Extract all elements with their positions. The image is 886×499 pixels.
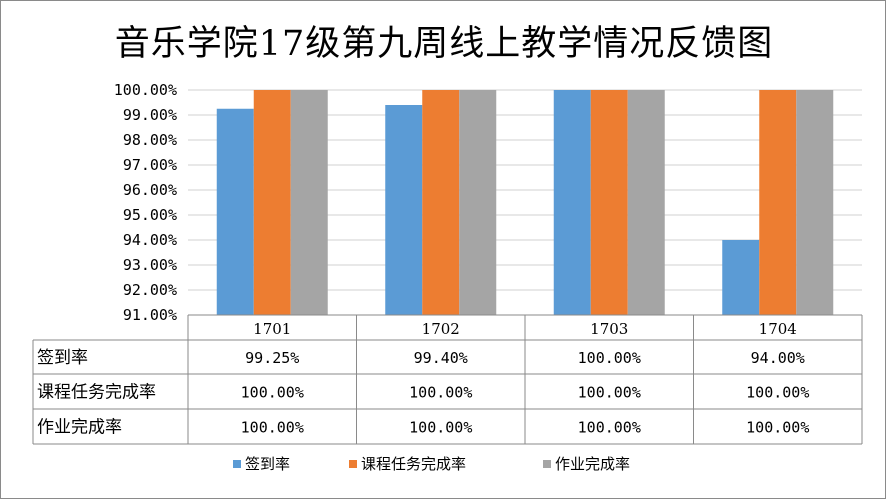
legend-label: 课程任务完成率 [361,455,466,473]
bar-1-1 [422,90,460,315]
table-cell-value: 100.00% [578,384,641,402]
table-cell-value: 94.00% [751,349,805,367]
legend-label: 签到率 [245,455,290,473]
bar-1-0 [253,90,291,315]
table-cell-value: 99.25% [245,349,299,367]
bar-1-2 [590,90,628,315]
table-cell-value: 100.00% [578,419,641,437]
bar-0-0 [216,108,254,315]
bar-1-3 [759,90,797,315]
category-label: 1703 [590,320,628,338]
y-tick-label: 95.00% [123,206,177,224]
legend-label: 作业完成率 [555,455,630,473]
y-tick-label: 93.00% [123,256,177,274]
legend-swatch [349,460,357,468]
table-row-label: 作业完成率 [37,418,122,438]
y-tick-label: 98.00% [123,131,177,149]
category-label: 1701 [253,320,291,338]
bar-2-3 [796,90,834,315]
table-cell-value: 99.40% [414,349,468,367]
bar-0-2 [553,90,591,315]
legend-swatch [233,460,241,468]
table-cell-value: 100.00% [578,349,641,367]
y-tick-label: 99.00% [123,106,177,124]
y-tick-label: 100.00% [114,81,177,99]
bar-2-0 [290,90,328,315]
y-tick-label: 97.00% [123,156,177,174]
bar-0-3 [722,240,760,315]
bar-2-2 [627,90,665,315]
table-row-label: 签到率 [37,348,88,368]
y-tick-label: 92.00% [123,281,177,299]
y-tick-label: 91.00% [123,306,177,324]
y-tick-label: 94.00% [123,231,177,249]
table-cell-value: 100.00% [409,384,472,402]
bar-2-1 [459,90,497,315]
category-label: 1702 [422,320,460,338]
table-cell-value: 100.00% [241,419,304,437]
table-cell-value: 100.00% [746,384,809,402]
y-tick-label: 96.00% [123,181,177,199]
table-cell-value: 100.00% [241,384,304,402]
category-label: 1704 [759,320,797,338]
legend-swatch [543,460,551,468]
table-cell-value: 100.00% [746,419,809,437]
bar-0-1 [385,105,423,315]
chart-title: 音乐学院17级第九周线上教学情况反馈图 [114,24,774,64]
table-cell-value: 100.00% [409,419,472,437]
table-row-label: 课程任务完成率 [37,383,156,403]
